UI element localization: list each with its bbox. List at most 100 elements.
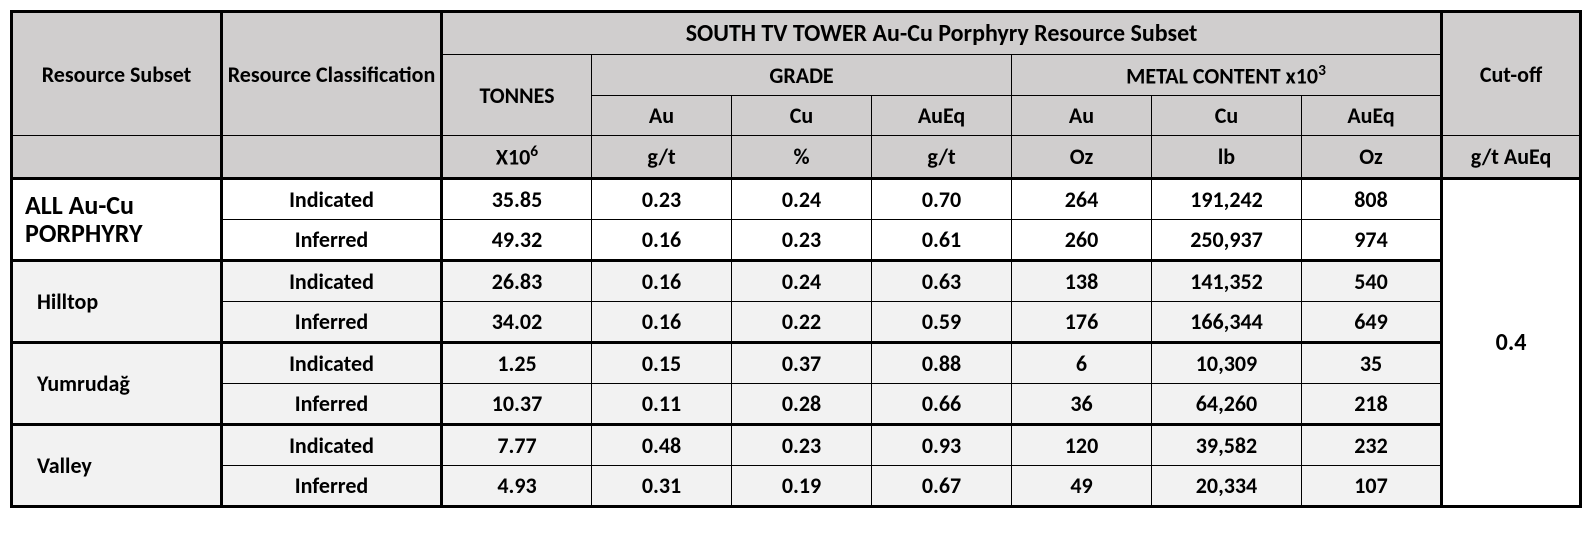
data-cell: 0.61 (872, 219, 1012, 260)
header-metal-content-sup: 3 (1318, 61, 1326, 80)
data-cell: 35 (1302, 342, 1442, 383)
data-cell: 260 (1012, 219, 1152, 260)
data-cell: 0.15 (592, 342, 732, 383)
units-tonnes: X106 (442, 136, 592, 178)
table-row: ValleyIndicated7.770.480.230.9312039,582… (12, 424, 1581, 465)
data-cell: 49.32 (442, 219, 592, 260)
header-resource-classification: Resource Classification (222, 12, 442, 136)
data-cell: 0.22 (732, 301, 872, 342)
data-cell: 0.88 (872, 342, 1012, 383)
header-grade-cu: Cu (732, 96, 872, 136)
data-cell: 4.93 (442, 465, 592, 506)
data-cell: 808 (1302, 178, 1442, 219)
header-metal-content-text: METAL CONTENT x10 (1126, 62, 1318, 89)
classification-cell: Inferred (222, 301, 442, 342)
data-cell: 10,309 (1152, 342, 1302, 383)
classification-cell: Inferred (222, 219, 442, 260)
classification-cell: Indicated (222, 342, 442, 383)
data-cell: 540 (1302, 260, 1442, 301)
data-cell: 166,344 (1152, 301, 1302, 342)
data-cell: 39,582 (1152, 424, 1302, 465)
header-cutoff: Cut-off (1442, 12, 1581, 136)
units-metal-aueq: Oz (1302, 136, 1442, 178)
data-cell: 0.16 (592, 260, 732, 301)
data-cell: 0.48 (592, 424, 732, 465)
data-cell: 0.31 (592, 465, 732, 506)
units-grade-cu: % (732, 136, 872, 178)
data-cell: 264 (1012, 178, 1152, 219)
table-row: HilltopIndicated26.830.160.240.63138141,… (12, 260, 1581, 301)
classification-cell: Indicated (222, 424, 442, 465)
cutoff-value: 0.4 (1442, 178, 1581, 506)
data-cell: 49 (1012, 465, 1152, 506)
units-grade-au: g/t (592, 136, 732, 178)
data-cell: 1.25 (442, 342, 592, 383)
data-cell: 250,937 (1152, 219, 1302, 260)
subset-label: Valley (12, 424, 222, 506)
data-cell: 26.83 (442, 260, 592, 301)
units-blank1 (12, 136, 222, 178)
table-row: ALL Au-Cu PORPHYRYIndicated35.850.230.24… (12, 178, 1581, 219)
data-cell: 0.23 (732, 424, 872, 465)
data-cell: 0.59 (872, 301, 1012, 342)
data-cell: 218 (1302, 383, 1442, 424)
data-cell: 649 (1302, 301, 1442, 342)
header-metal-au: Au (1012, 96, 1152, 136)
data-cell: 0.19 (732, 465, 872, 506)
units-metal-cu: lb (1152, 136, 1302, 178)
header-grade: GRADE (592, 55, 1012, 96)
subset-label: ALL Au-Cu PORPHYRY (12, 178, 222, 260)
data-cell: 64,260 (1152, 383, 1302, 424)
data-cell: 36 (1012, 383, 1152, 424)
header-tonnes: TONNES (442, 55, 592, 136)
header-main-title: SOUTH TV TOWER Au-Cu Porphyry Resource S… (442, 12, 1442, 55)
data-cell: 0.23 (732, 219, 872, 260)
data-cell: 191,242 (1152, 178, 1302, 219)
data-cell: 120 (1012, 424, 1152, 465)
data-cell: 0.11 (592, 383, 732, 424)
table-row: Inferred49.320.160.230.61260250,937974 (12, 219, 1581, 260)
classification-cell: Indicated (222, 178, 442, 219)
header-resource-subset: Resource Subset (12, 12, 222, 136)
data-cell: 138 (1012, 260, 1152, 301)
header-metal-aueq: AuEq (1302, 96, 1442, 136)
classification-cell: Inferred (222, 465, 442, 506)
subset-label: Yumrudağ (12, 342, 222, 424)
data-cell: 0.70 (872, 178, 1012, 219)
data-cell: 34.02 (442, 301, 592, 342)
data-cell: 0.37 (732, 342, 872, 383)
data-cell: 20,334 (1152, 465, 1302, 506)
data-cell: 10.37 (442, 383, 592, 424)
header-metal-content: METAL CONTENT x103 (1012, 55, 1442, 96)
classification-cell: Indicated (222, 260, 442, 301)
data-cell: 0.63 (872, 260, 1012, 301)
classification-cell: Inferred (222, 383, 442, 424)
header-grade-aueq: AuEq (872, 96, 1012, 136)
data-cell: 0.16 (592, 219, 732, 260)
data-cell: 0.66 (872, 383, 1012, 424)
data-cell: 0.24 (732, 178, 872, 219)
table-row: Inferred10.370.110.280.663664,260218 (12, 383, 1581, 424)
table-row: Inferred34.020.160.220.59176166,344649 (12, 301, 1581, 342)
data-cell: 232 (1302, 424, 1442, 465)
data-cell: 141,352 (1152, 260, 1302, 301)
table-row: YumrudağIndicated1.250.150.370.88610,309… (12, 342, 1581, 383)
units-cutoff: g/t AuEq (1442, 136, 1581, 178)
data-cell: 0.28 (732, 383, 872, 424)
table-row: Inferred4.930.310.190.674920,334107 (12, 465, 1581, 506)
resource-table: Resource Subset Resource Classification … (10, 10, 1582, 508)
data-cell: 0.93 (872, 424, 1012, 465)
units-tonnes-sup: 6 (530, 142, 538, 161)
data-cell: 0.16 (592, 301, 732, 342)
header-grade-au: Au (592, 96, 732, 136)
data-cell: 974 (1302, 219, 1442, 260)
subset-label: Hilltop (12, 260, 222, 342)
data-cell: 107 (1302, 465, 1442, 506)
units-metal-au: Oz (1012, 136, 1152, 178)
header-metal-cu: Cu (1152, 96, 1302, 136)
units-blank2 (222, 136, 442, 178)
data-cell: 176 (1012, 301, 1152, 342)
units-grade-aueq: g/t (872, 136, 1012, 178)
data-cell: 7.77 (442, 424, 592, 465)
data-cell: 35.85 (442, 178, 592, 219)
